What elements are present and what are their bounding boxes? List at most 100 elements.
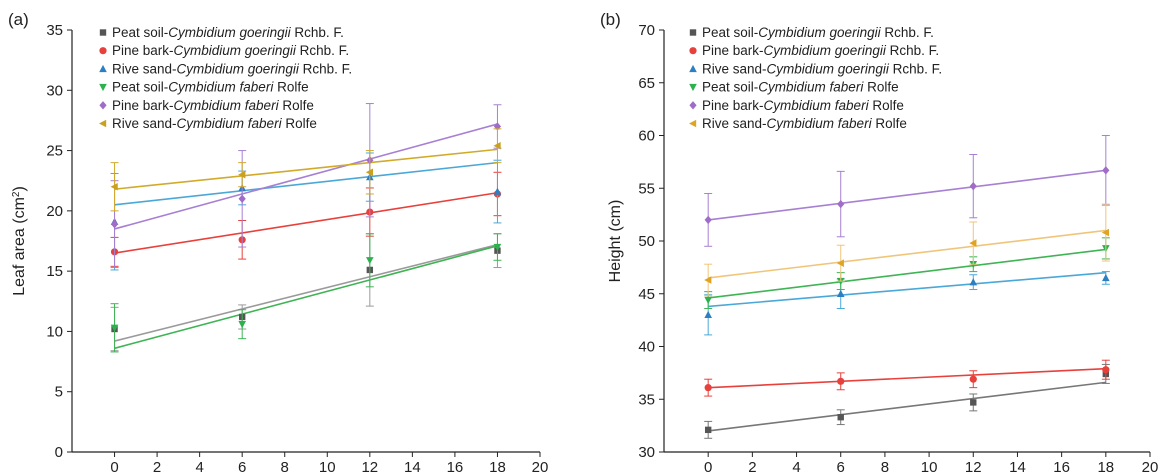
data-point: [1102, 273, 1110, 282]
panel-label: (b): [600, 10, 621, 29]
chart-panel-1: (a)0246810121416182005101520253035Time (…: [8, 10, 548, 472]
x-tick-label: 20: [532, 459, 549, 472]
chart-panel-2: (b)02468101214161820303540455055606570Ti…: [600, 10, 1158, 472]
fit-line-series-4: [114, 245, 498, 350]
x-tick-label: 4: [792, 459, 800, 472]
y-tick-label: 50: [638, 233, 655, 250]
y-tick-label: 30: [638, 444, 655, 461]
legend-marker: [689, 47, 697, 55]
x-tick-label: 0: [704, 459, 712, 472]
x-tick-label: 4: [195, 459, 203, 472]
legend-entry: Pine bark-Cymbidium goeringii Rchb. F.: [702, 43, 939, 58]
x-tick-label: 8: [881, 459, 889, 472]
data-point: [704, 384, 712, 392]
y-tick-label: 35: [46, 22, 63, 39]
x-tick-label: 2: [153, 459, 161, 472]
x-tick-label: 0: [110, 459, 118, 472]
legend-entry: Rive sand-Cymbidium goeringii Rchb. F.: [702, 61, 942, 76]
y-tick-label: 55: [638, 180, 655, 197]
data-point: [969, 278, 978, 286]
data-point: [704, 296, 712, 305]
x-tick-label: 2: [748, 459, 756, 472]
legend-entry: Peat soil-Cymbidium faberi Rolfe: [112, 80, 309, 95]
legend-marker: [99, 119, 107, 128]
data-point: [969, 239, 977, 247]
y-tick-label: 40: [638, 339, 655, 356]
fit-line-series-5: [708, 169, 1106, 221]
data-point: [238, 194, 246, 203]
fit-line-series-6: [708, 229, 1106, 279]
fit-line-series-4: [708, 248, 1106, 299]
data-point: [365, 168, 374, 177]
y-tick-label: 0: [55, 444, 63, 461]
fit-line-series-6: [114, 148, 498, 190]
y-tick-label: 30: [46, 82, 63, 99]
legend-marker: [689, 29, 697, 36]
legend-entry: Pine bark-Cymbidium goeringii Rchb. F.: [112, 43, 349, 58]
legend-marker: [99, 101, 107, 110]
legend-marker: [689, 101, 697, 110]
y-axis-title: Leaf area (cm2): [11, 186, 29, 296]
legend-entry: Rive sand-Cymbidium faberi Rolfe: [702, 116, 907, 131]
data-point: [366, 257, 374, 265]
data-point: [110, 324, 119, 332]
fit-line-series-3: [708, 271, 1106, 308]
data-point: [969, 181, 977, 191]
data-point: [704, 276, 712, 284]
data-point: [238, 170, 246, 179]
y-tick-label: 15: [46, 263, 63, 280]
data-point: [837, 199, 845, 209]
x-tick-label: 6: [837, 459, 845, 472]
legend-marker: [689, 64, 697, 73]
fit-line-series-2: [708, 367, 1106, 389]
y-tick-label: 35: [638, 391, 655, 408]
fit-line-series-3: [114, 161, 498, 206]
legend-entry: Rive sand-Cymbidium goeringii Rchb. F.: [112, 61, 352, 76]
fit-line-series-5: [114, 123, 498, 230]
legend-marker: [99, 47, 107, 55]
y-tick-label: 10: [46, 323, 63, 340]
fit-line-series-2: [114, 191, 498, 254]
x-tick-label: 12: [965, 459, 982, 472]
data-point: [836, 259, 844, 267]
x-tick-label: 10: [921, 459, 938, 472]
x-tick-label: 16: [447, 459, 464, 472]
panel-label: (a): [8, 10, 29, 29]
x-tick-label: 10: [319, 459, 336, 472]
legend-marker: [99, 83, 107, 92]
y-tick-label: 25: [46, 143, 63, 160]
y-tick-label: 20: [46, 203, 63, 220]
y-tick-label: 60: [638, 128, 655, 145]
legend-entry: Peat soil-Cymbidium goeringii Rchb. F.: [112, 25, 344, 40]
x-tick-label: 18: [1097, 459, 1114, 472]
data-point: [1101, 228, 1110, 237]
fit-line-series-1: [708, 381, 1106, 432]
x-tick-label: 6: [238, 459, 246, 472]
fit-line-series-1: [114, 243, 498, 342]
x-tick-label: 14: [1009, 459, 1026, 472]
data-point: [1102, 366, 1110, 374]
y-tick-label: 65: [638, 75, 655, 92]
legend-entry: Pine bark-Cymbidium faberi Rolfe: [702, 98, 904, 113]
y-tick-label: 70: [638, 22, 655, 39]
data-point: [493, 243, 502, 252]
y-tick-label: 45: [638, 286, 655, 303]
data-point: [836, 289, 845, 297]
legend-entry: Pine bark-Cymbidium faberi Rolfe: [112, 98, 314, 113]
x-tick-label: 20: [1142, 459, 1159, 472]
data-point: [704, 215, 712, 225]
data-point: [110, 182, 118, 191]
data-point: [493, 141, 501, 150]
x-tick-label: 12: [361, 459, 378, 472]
legend-entry: Peat soil-Cymbidium faberi Rolfe: [702, 80, 899, 95]
data-point: [969, 375, 977, 383]
x-tick-label: 16: [1053, 459, 1070, 472]
legend-marker: [689, 119, 697, 128]
x-tick-label: 14: [404, 459, 421, 472]
data-point: [970, 399, 977, 406]
data-point: [704, 310, 712, 319]
data-point: [238, 320, 246, 329]
data-point: [837, 413, 844, 421]
legend-marker: [99, 64, 107, 73]
